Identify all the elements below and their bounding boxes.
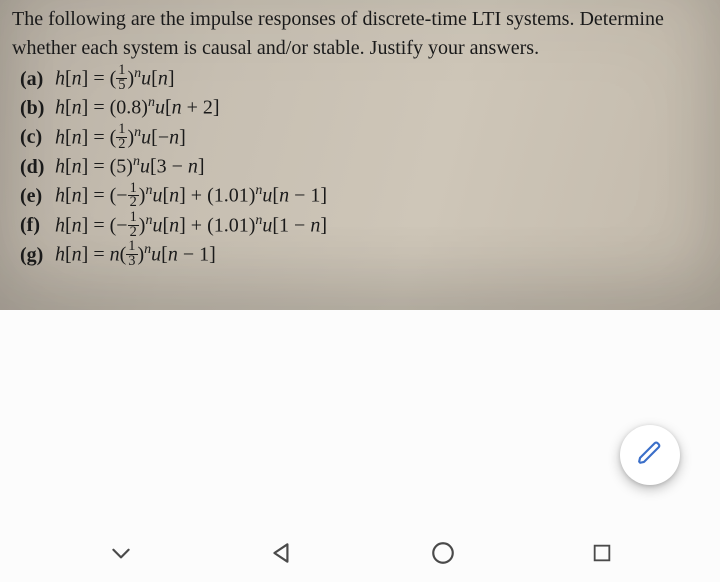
item-d: (d) h[n] = (5)nu[3 − n] <box>20 152 716 181</box>
pencil-icon <box>637 440 663 471</box>
items-list: (a) h[n] = (15)nu[n] (b) h[n] = (0.8)nu[… <box>20 64 716 269</box>
item-label: (d) <box>20 154 50 182</box>
item-g: (g) h[n] = n(13)nu[n − 1] <box>20 240 716 269</box>
item-label: (a) <box>20 66 50 94</box>
recent-square-icon <box>591 551 613 568</box>
item-label: (g) <box>20 242 50 270</box>
item-f: (f) h[n] = (−12)nu[n] + (1.01)nu[1 − n] <box>20 211 716 240</box>
home-circle-icon <box>430 553 456 570</box>
item-e: (e) h[n] = (−12)nu[n] + (1.01)nu[n − 1] <box>20 181 716 210</box>
back-triangle-icon <box>269 553 295 570</box>
edit-fab-button[interactable] <box>620 425 680 485</box>
nav-recent-button[interactable] <box>591 542 613 569</box>
intro-line-2: whether each system is causal and/or sta… <box>12 35 716 62</box>
chevron-down-icon <box>108 553 134 570</box>
problem-block: The following are the impulse responses … <box>12 6 716 269</box>
collapse-button[interactable] <box>108 540 134 571</box>
item-label: (b) <box>20 95 50 123</box>
item-a: (a) h[n] = (15)nu[n] <box>20 64 716 93</box>
item-label: (f) <box>20 212 50 240</box>
item-b: (b) h[n] = (0.8)nu[n + 2] <box>20 93 716 122</box>
nav-home-button[interactable] <box>430 540 456 571</box>
item-c: (c) h[n] = (12)nu[−n] <box>20 123 716 152</box>
item-label: (c) <box>20 124 50 152</box>
android-navbar <box>0 528 720 582</box>
item-label: (e) <box>20 183 50 211</box>
textbook-photo-region: The following are the impulse responses … <box>0 0 720 310</box>
intro-line-1: The following are the impulse responses … <box>12 6 716 33</box>
nav-back-button[interactable] <box>269 540 295 571</box>
